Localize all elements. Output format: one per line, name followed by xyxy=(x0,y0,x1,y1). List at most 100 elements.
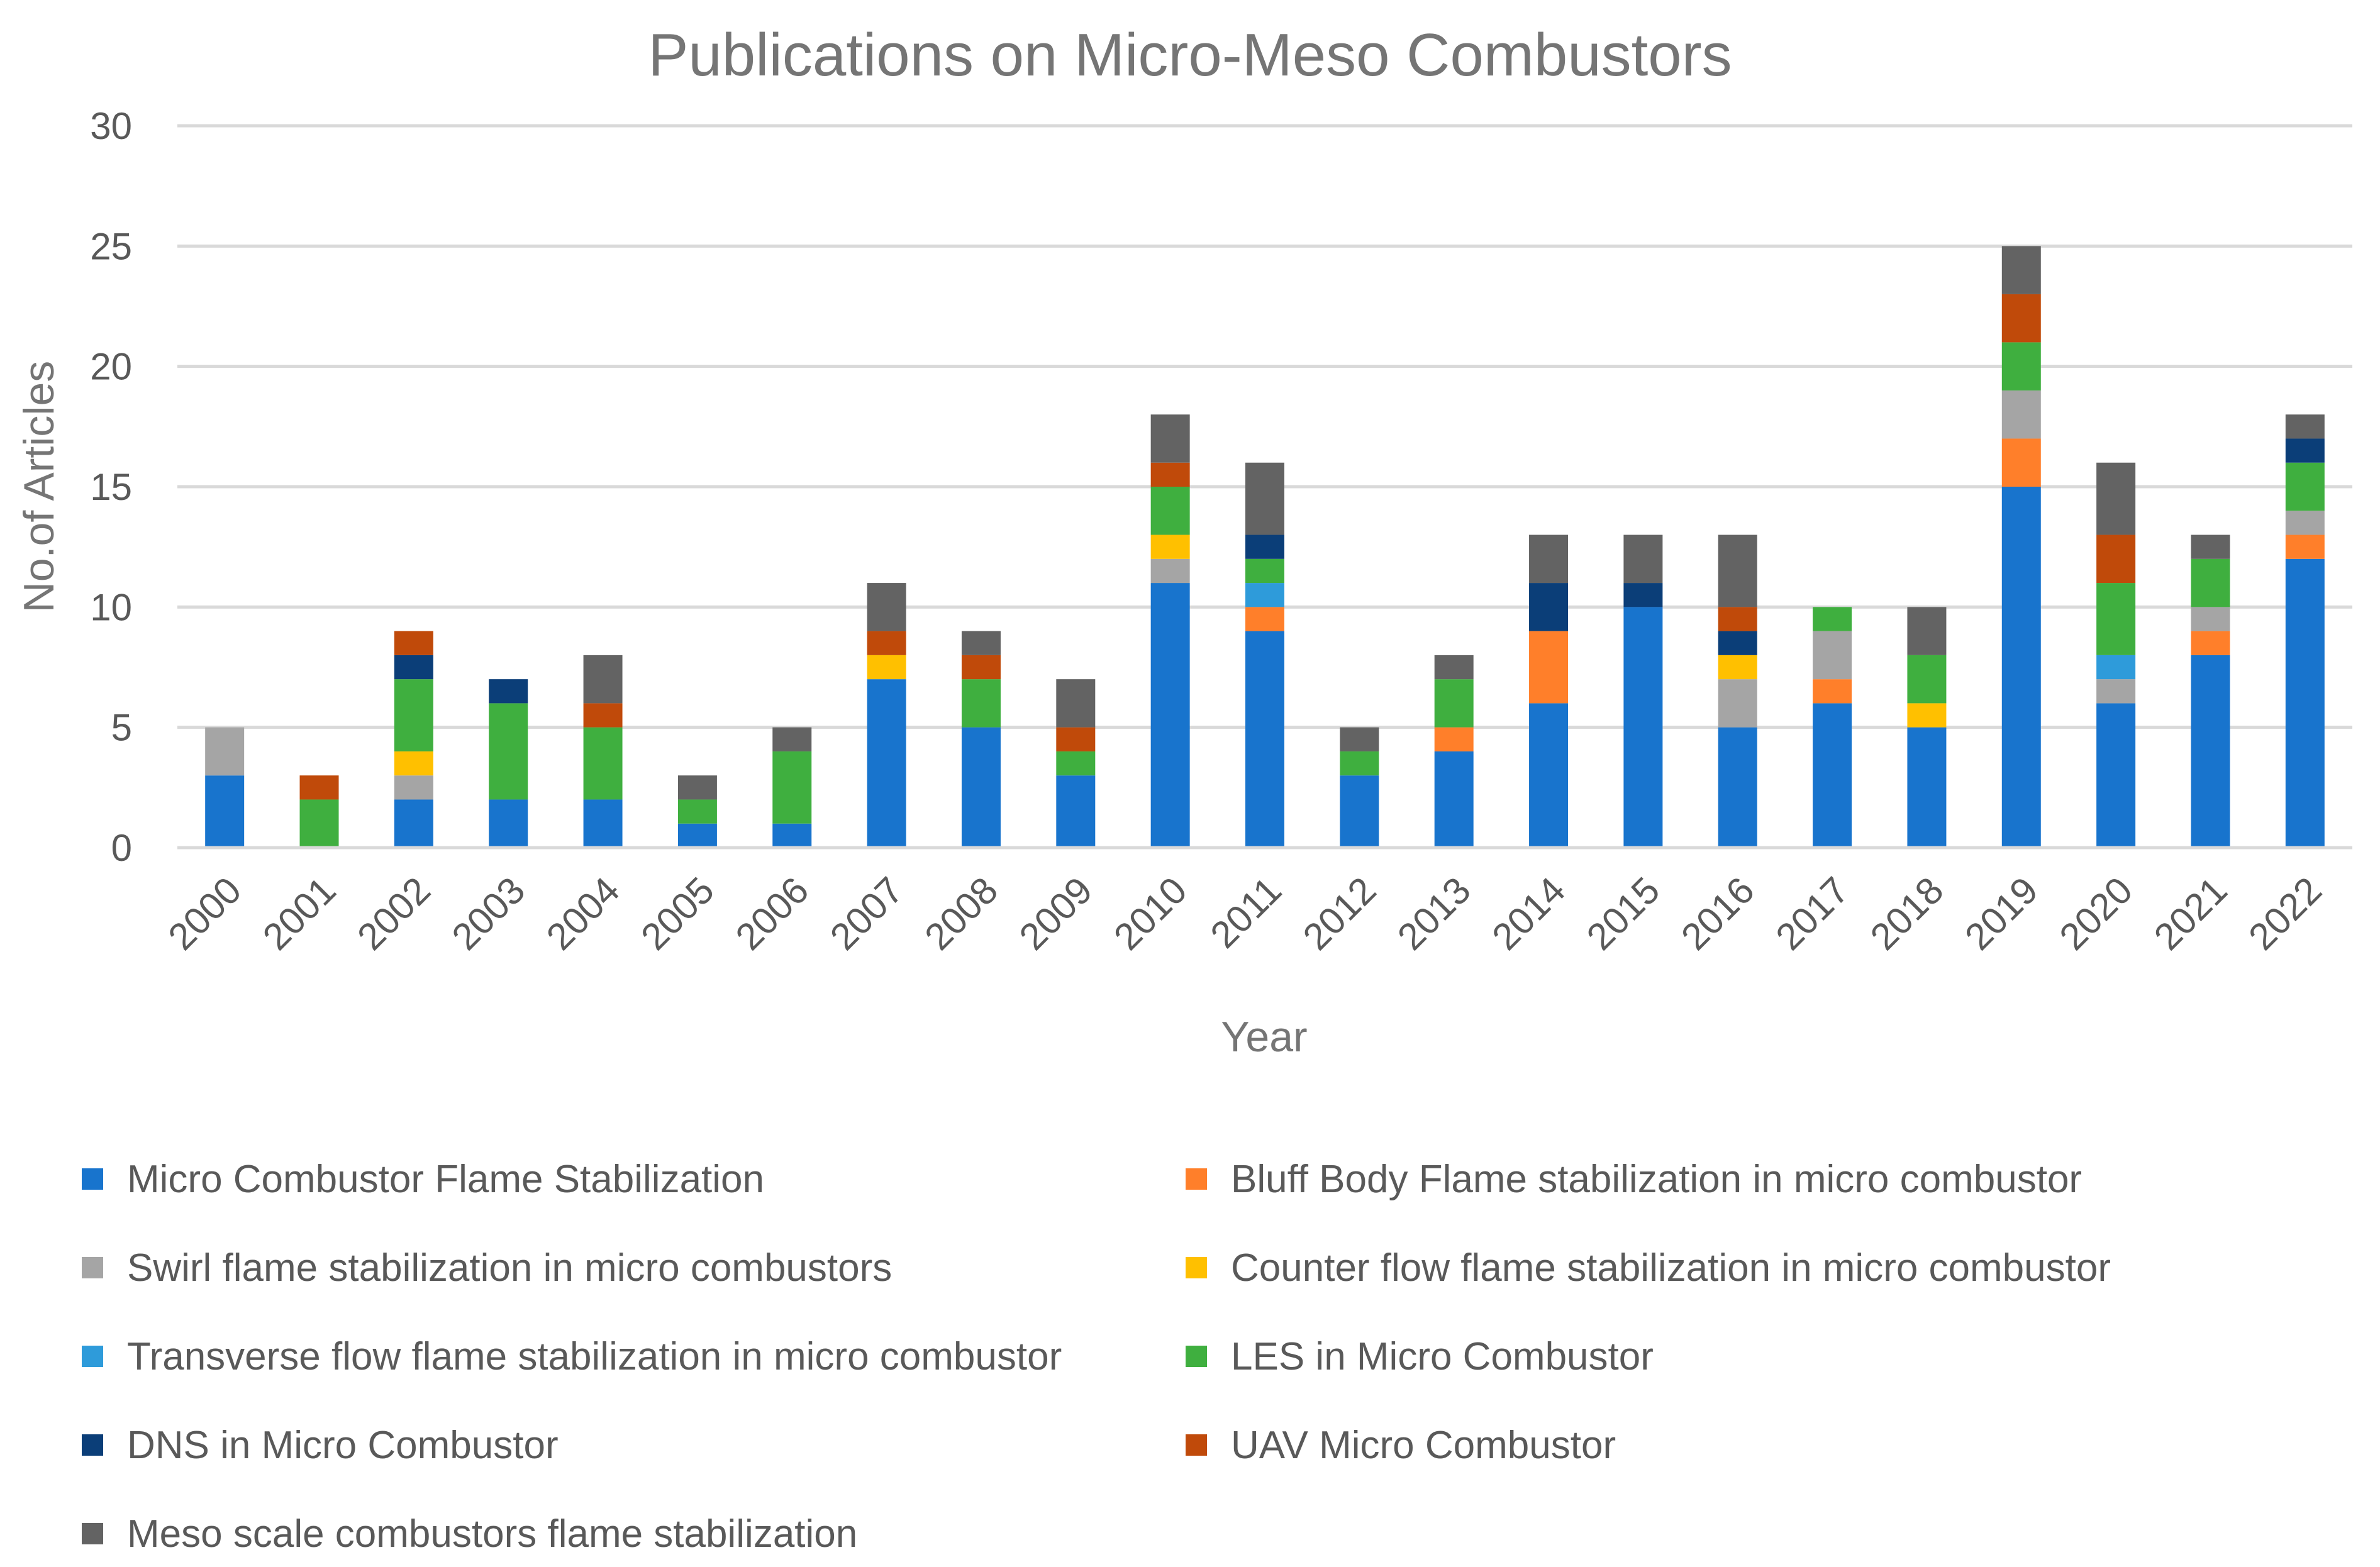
bar-segment-2006-s0 xyxy=(772,823,812,848)
legend-swatch xyxy=(82,1257,103,1278)
bar-segment-2014-s8 xyxy=(1529,534,1569,584)
x-tick-label: 2022 xyxy=(2240,869,2330,958)
bar-segment-2003-s5 xyxy=(489,703,528,800)
bar-segment-2011-s8 xyxy=(1245,462,1284,535)
bar-segment-2018-s0 xyxy=(1907,727,1947,848)
bar-segment-2007-s0 xyxy=(867,679,906,848)
bar-segment-2022-s1 xyxy=(2285,534,2325,559)
bar-segment-2017-s1 xyxy=(1813,679,1852,704)
bar-segment-2020-s0 xyxy=(2096,703,2136,848)
x-tick-label: 2007 xyxy=(822,869,911,958)
bar-segment-2004-s7 xyxy=(583,703,623,728)
bar-segment-2017-s5 xyxy=(1813,607,1852,631)
bar-segment-2021-s5 xyxy=(2191,558,2230,607)
bar-segment-2013-s8 xyxy=(1434,655,1474,680)
legend-swatch xyxy=(1186,1346,1207,1367)
bar-segment-2007-s3 xyxy=(867,655,906,680)
bar-segment-2005-s5 xyxy=(677,799,717,824)
bar-segment-2010-s3 xyxy=(1150,534,1190,559)
bar-segment-2010-s5 xyxy=(1150,487,1190,535)
bar-segment-2012-s0 xyxy=(1340,775,1379,848)
bar-segment-2019-s5 xyxy=(2001,342,2041,390)
x-tick-label: 2014 xyxy=(1484,869,1573,958)
bar-segment-2017-s2 xyxy=(1813,631,1852,680)
legend-label: Meso scale combustors flame stabilizatio… xyxy=(127,1512,857,1556)
bar-segment-2020-s5 xyxy=(2096,583,2136,655)
bar-segment-2003-s6 xyxy=(489,679,528,704)
bar-segment-2005-s8 xyxy=(677,775,717,800)
legend-swatch xyxy=(82,1434,103,1456)
bar-segment-2011-s4 xyxy=(1245,583,1284,607)
bar-segment-2011-s6 xyxy=(1245,534,1284,559)
y-axis-label: No.of Articles xyxy=(15,361,63,613)
bar-segment-2013-s0 xyxy=(1434,751,1474,848)
legend-swatch xyxy=(1186,1257,1207,1278)
x-tick-label: 2020 xyxy=(2052,869,2141,958)
bar-segment-2019-s7 xyxy=(2001,294,2041,343)
bar-segment-2010-s2 xyxy=(1150,558,1190,584)
bar-segment-2006-s8 xyxy=(772,727,812,751)
bar-segment-2000-s0 xyxy=(205,775,245,848)
bar-segment-2022-s0 xyxy=(2285,558,2325,848)
bar-segment-2019-s0 xyxy=(2001,487,2041,848)
x-tick-label: 2005 xyxy=(633,869,722,958)
x-tick-label: 2017 xyxy=(1768,869,1857,958)
y-tick-label: 20 xyxy=(90,346,132,388)
bar-segment-2010-s7 xyxy=(1150,462,1190,487)
bar-segment-2013-s1 xyxy=(1434,727,1474,751)
legend: Micro Combustor Flame Stabilization Bluff… xyxy=(82,1158,2111,1556)
bar-segment-2016-s2 xyxy=(1718,679,1757,728)
bar-segment-2010-s0 xyxy=(1150,583,1190,848)
x-tick-label: 2011 xyxy=(1203,869,1290,956)
y-tick-label: 25 xyxy=(90,225,132,267)
y-tick-label: 0 xyxy=(111,827,132,869)
bars xyxy=(205,246,2325,848)
bar-segment-2020-s2 xyxy=(2096,679,2136,704)
bar-segment-2001-s7 xyxy=(299,775,339,800)
bar-segment-2002-s5 xyxy=(394,679,433,751)
bar-segment-2014-s6 xyxy=(1529,583,1569,631)
x-tick-label: 2016 xyxy=(1673,869,1762,958)
bar-segment-2015-s6 xyxy=(1623,583,1663,607)
bar-segment-2019-s1 xyxy=(2001,438,2041,487)
bar-segment-2004-s5 xyxy=(583,727,623,800)
x-tick-label: 2003 xyxy=(444,869,533,958)
x-tick-label: 2010 xyxy=(1106,869,1195,958)
bar-segment-2015-s8 xyxy=(1623,534,1663,584)
bar-segment-2002-s3 xyxy=(394,751,433,776)
bar-segment-2013-s5 xyxy=(1434,679,1474,728)
bar-segment-2021-s0 xyxy=(2191,655,2230,848)
bar-segment-2002-s2 xyxy=(394,775,433,800)
legend-label: DNS in Micro Combustor xyxy=(127,1424,559,1467)
bar-segment-2021-s8 xyxy=(2191,534,2230,559)
bar-segment-2007-s7 xyxy=(867,631,906,655)
x-tick-label: 2000 xyxy=(160,869,250,958)
x-tick-label: 2002 xyxy=(349,869,438,958)
bar-segment-2008-s5 xyxy=(961,679,1001,728)
bar-segment-2020-s4 xyxy=(2096,655,2136,680)
bar-segment-2009-s0 xyxy=(1056,775,1096,848)
bar-segment-2016-s3 xyxy=(1718,655,1757,680)
bar-segment-2016-s0 xyxy=(1718,727,1757,848)
legend-label: Transverse flow flame stabilization in m… xyxy=(127,1335,1062,1378)
bar-segment-2008-s7 xyxy=(961,655,1001,680)
x-tick-label: 2012 xyxy=(1295,869,1384,958)
bar-segment-2005-s0 xyxy=(677,823,717,848)
bar-segment-2009-s7 xyxy=(1056,727,1096,751)
legend-swatch xyxy=(1186,1434,1207,1456)
bar-segment-2022-s8 xyxy=(2285,414,2325,439)
y-tick-label: 5 xyxy=(111,707,132,749)
bar-segment-2004-s0 xyxy=(583,799,623,848)
bar-segment-2016-s7 xyxy=(1718,607,1757,631)
bar-segment-2018-s3 xyxy=(1907,703,1947,728)
bar-segment-2015-s0 xyxy=(1623,607,1663,848)
bar-segment-2008-s0 xyxy=(961,727,1001,848)
bar-segment-2014-s0 xyxy=(1529,703,1569,848)
x-tick-label: 2004 xyxy=(538,869,628,958)
bar-segment-2006-s5 xyxy=(772,751,812,824)
bar-segment-2011-s1 xyxy=(1245,607,1284,631)
legend-label: Bluff Body Flame stabilization in micro … xyxy=(1231,1158,2082,1201)
x-tick-label: 2019 xyxy=(1957,869,2046,958)
bar-segment-2019-s8 xyxy=(2001,246,2041,294)
x-tick-label: 2006 xyxy=(728,869,817,958)
